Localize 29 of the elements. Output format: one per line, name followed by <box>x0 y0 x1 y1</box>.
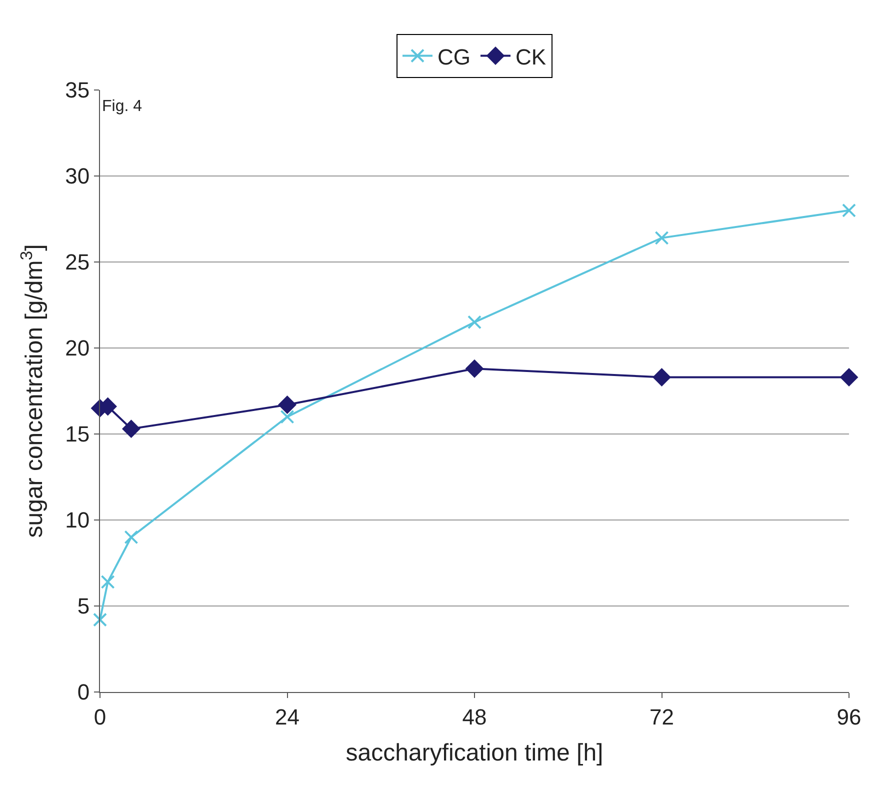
point <box>280 410 294 424</box>
y-tick-label: 30 <box>65 164 90 189</box>
x-tick-label: 96 <box>836 704 862 730</box>
x-tick-label: 24 <box>275 704 300 730</box>
point <box>93 612 107 627</box>
x-tick-label: 48 <box>462 704 487 730</box>
point <box>124 530 138 544</box>
point <box>278 396 296 414</box>
legend-label: CG <box>438 44 470 70</box>
point <box>100 574 115 589</box>
x-tick-label: 72 <box>650 704 674 730</box>
y-tick-label: 20 <box>65 336 90 361</box>
y-tick-label: 10 <box>65 508 90 533</box>
x-tick-label: 0 <box>94 704 106 730</box>
point <box>842 203 856 218</box>
y-tick-label: 5 <box>77 594 90 619</box>
point <box>122 420 140 438</box>
annotation: Fig. 4 <box>102 98 142 115</box>
y-tick-label: 25 <box>65 250 90 275</box>
y-tick-label: 0 <box>77 680 90 705</box>
point <box>466 360 484 378</box>
x-axis-title: saccharyfication time [h] <box>346 740 604 767</box>
legend-label: CK <box>516 44 546 70</box>
y-tick-label: 15 <box>65 422 90 447</box>
point <box>652 368 671 386</box>
point <box>468 315 482 330</box>
point <box>840 368 858 386</box>
y-tick-label: 35 <box>65 78 90 103</box>
point <box>654 230 669 245</box>
